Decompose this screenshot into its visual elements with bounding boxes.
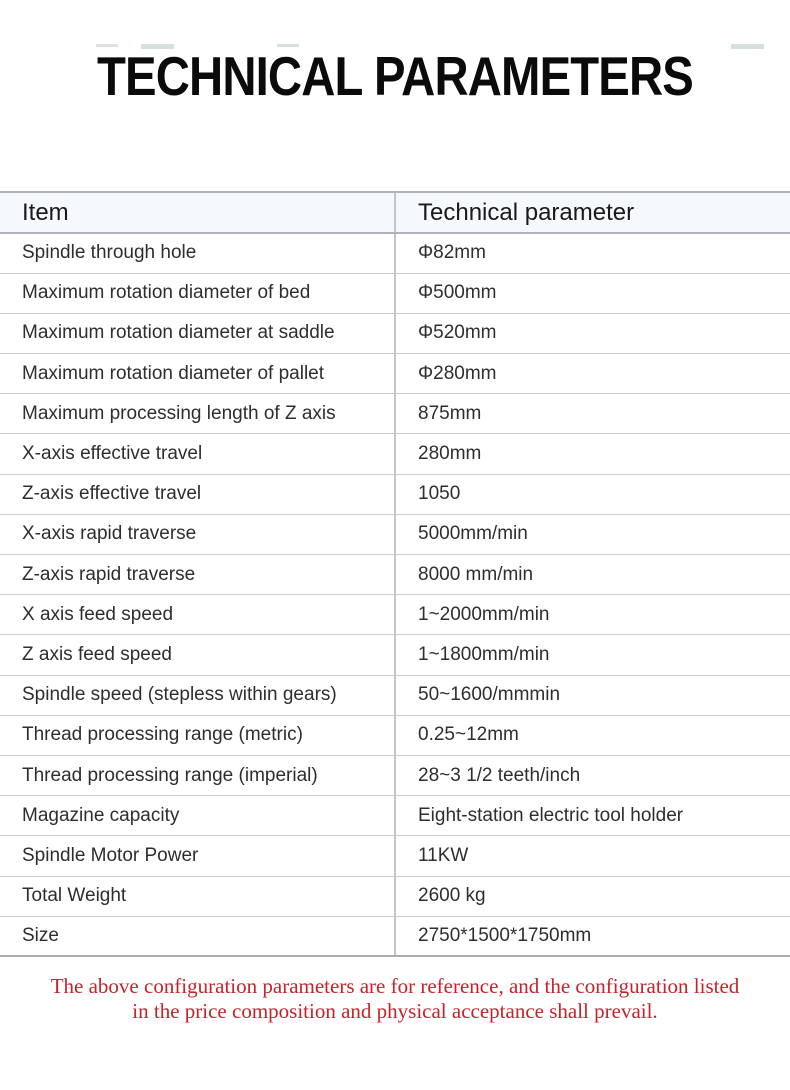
table-row: Thread processing range (imperial) 28~3 … bbox=[0, 755, 790, 797]
disclaimer: The above configuration parameters are f… bbox=[0, 974, 790, 1024]
top-edge-artifact bbox=[96, 44, 118, 47]
row-item-label: Spindle speed (stepless within gears) bbox=[0, 675, 395, 716]
row-item-label: Z axis feed speed bbox=[0, 634, 395, 676]
table-row: Thread processing range (metric) 0.25~12… bbox=[0, 715, 790, 756]
row-item-label: Magazine capacity bbox=[0, 795, 395, 837]
row-item-value: 28~3 1/2 teeth/inch bbox=[394, 755, 790, 797]
row-item-value: 8000 mm/min bbox=[394, 554, 790, 596]
row-item-label: X-axis effective travel bbox=[0, 433, 395, 475]
row-item-value: Φ82mm bbox=[394, 233, 790, 274]
disclaimer-line-2: in the price composition and physical ac… bbox=[132, 999, 658, 1023]
row-item-label: Maximum rotation diameter of pallet bbox=[0, 353, 395, 395]
table-row: Z-axis effective travel 1050 bbox=[0, 474, 790, 515]
row-item-label: Maximum rotation diameter at saddle bbox=[0, 313, 395, 355]
table-row: Maximum rotation diameter at saddle Φ520… bbox=[0, 313, 790, 355]
row-item-label: Spindle through hole bbox=[0, 233, 395, 274]
row-item-value: 875mm bbox=[394, 393, 790, 435]
row-item-value: 1~2000mm/min bbox=[394, 594, 790, 636]
row-item-value: 1~1800mm/min bbox=[394, 634, 790, 676]
row-item-label: Z-axis rapid traverse bbox=[0, 554, 395, 596]
row-item-label: Size bbox=[0, 916, 395, 958]
table-row: Magazine capacity Eight-station electric… bbox=[0, 795, 790, 837]
spec-table: Item Technical parameter Spindle through… bbox=[0, 191, 790, 958]
table-row: X-axis rapid traverse 5000mm/min bbox=[0, 514, 790, 556]
spec-table-header: Item Technical parameter bbox=[0, 191, 790, 234]
row-item-value: Φ500mm bbox=[394, 273, 790, 314]
top-edge-artifact bbox=[141, 44, 174, 49]
disclaimer-line-1: The above configuration parameters are f… bbox=[50, 974, 740, 998]
table-row: Z axis feed speed 1~1800mm/min bbox=[0, 634, 790, 676]
row-item-label: X axis feed speed bbox=[0, 594, 395, 636]
row-item-value: Φ520mm bbox=[394, 313, 790, 355]
row-item-label: X-axis rapid traverse bbox=[0, 514, 395, 556]
row-item-label: Spindle Motor Power bbox=[0, 835, 395, 877]
top-edge-artifact bbox=[277, 44, 299, 47]
row-item-value: 2600 kg bbox=[394, 876, 790, 917]
spec-table-body: Spindle through hole Φ82mm Maximum rotat… bbox=[0, 233, 790, 958]
row-item-label: Thread processing range (metric) bbox=[0, 715, 395, 756]
table-row: Size 2750*1500*1750mm bbox=[0, 916, 790, 958]
row-item-value: 0.25~12mm bbox=[394, 715, 790, 756]
row-item-label: Z-axis effective travel bbox=[0, 474, 395, 515]
row-item-label: Total Weight bbox=[0, 876, 395, 917]
table-row: X-axis effective travel 280mm bbox=[0, 433, 790, 475]
header-parameter: Technical parameter bbox=[394, 191, 790, 234]
header-item: Item bbox=[0, 191, 395, 234]
row-item-value: 11KW bbox=[394, 835, 790, 877]
table-row: Spindle through hole Φ82mm bbox=[0, 233, 790, 274]
table-row: X axis feed speed 1~2000mm/min bbox=[0, 594, 790, 636]
row-item-value: 280mm bbox=[394, 433, 790, 475]
table-row: Total Weight 2600 kg bbox=[0, 876, 790, 917]
row-item-label: Maximum processing length of Z axis bbox=[0, 393, 395, 435]
table-row: Maximum rotation diameter of bed Φ500mm bbox=[0, 273, 790, 314]
top-edge-artifact bbox=[731, 44, 764, 49]
row-item-value: Φ280mm bbox=[394, 353, 790, 395]
row-item-value: 1050 bbox=[394, 474, 790, 515]
row-item-label: Thread processing range (imperial) bbox=[0, 755, 395, 797]
row-item-value: 5000mm/min bbox=[394, 514, 790, 556]
row-item-value: Eight-station electric tool holder bbox=[394, 795, 790, 837]
table-row: Spindle Motor Power 11KW bbox=[0, 835, 790, 877]
table-row: Z-axis rapid traverse 8000 mm/min bbox=[0, 554, 790, 596]
row-item-label: Maximum rotation diameter of bed bbox=[0, 273, 395, 314]
table-row: Spindle speed (stepless within gears) 50… bbox=[0, 675, 790, 716]
table-row: Maximum processing length of Z axis 875m… bbox=[0, 393, 790, 435]
page-title: TECHNICAL PARAMETERS bbox=[97, 45, 694, 107]
table-row: Maximum rotation diameter of pallet Φ280… bbox=[0, 353, 790, 395]
header-row: Item Technical parameter bbox=[0, 191, 790, 234]
row-item-value: 2750*1500*1750mm bbox=[394, 916, 790, 958]
row-item-value: 50~1600/mmmin bbox=[394, 675, 790, 716]
